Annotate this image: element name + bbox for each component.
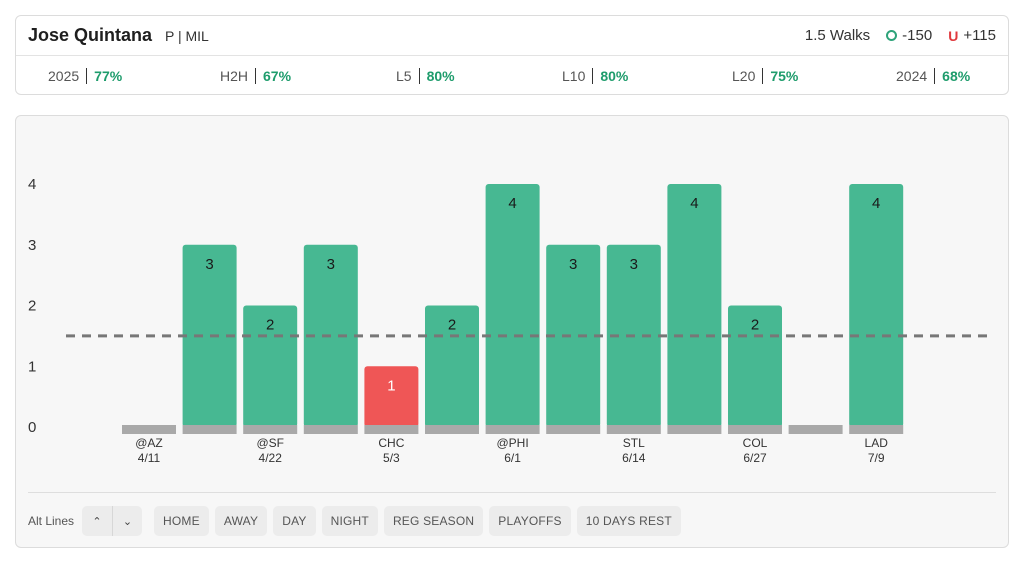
stat-value: 80% [600, 68, 629, 84]
prop-line-label: 1.5 Walks [804, 27, 871, 44]
odds-group: 1.5 Walks -150 U +115 [805, 27, 996, 44]
bar [364, 366, 419, 427]
stat-value: 75% [770, 68, 799, 84]
over-circle-icon [886, 30, 898, 41]
bar-baseline [182, 425, 237, 434]
alt-lines-stepper: ⌃ ⌄ [82, 506, 143, 536]
filter-rest-button[interactable]: 10 DAYS REST [576, 506, 681, 536]
x-tick-date: 6/14 [622, 451, 646, 465]
stat-label: L5 [396, 68, 420, 84]
y-tick-label: 2 [28, 298, 36, 315]
bar-baseline [788, 425, 843, 434]
x-tick-opponent: COL [743, 436, 768, 450]
x-tick-date: 7/9 [868, 451, 885, 465]
bar-value-label: 3 [327, 256, 335, 273]
chart-controls: Alt Lines ⌃ ⌄ HOME AWAY DAY NIGHT REG SE… [28, 505, 687, 537]
stat-l20[interactable]: L20 75% [732, 68, 798, 84]
y-tick-label: 1 [28, 358, 36, 375]
stat-label: 2024 [896, 68, 936, 84]
x-tick-date: 6/1 [504, 451, 521, 465]
bar-baseline [303, 425, 358, 434]
alt-lines-label: Alt Lines [28, 514, 75, 528]
chart-card: 0 1 2 3 4 3 2 3 1 2 4 3 3 4 2 4 @AZ 4/11 @SF 4/22 CHC 5/3 @PHI… [15, 115, 1009, 548]
bar-baseline [728, 425, 782, 434]
filter-away-button[interactable]: AWAY [214, 506, 268, 536]
bar-baseline [122, 425, 176, 434]
bar [546, 244, 601, 427]
stat-label: L20 [732, 68, 764, 84]
bar-baseline [485, 425, 540, 434]
bar [849, 184, 904, 427]
bar-baseline [425, 425, 479, 434]
bar-value-label: 3 [205, 256, 213, 273]
player-name[interactable]: Jose Quintana [28, 25, 153, 45]
stat-2024[interactable]: 2024 68% [896, 68, 970, 84]
bar [182, 244, 237, 427]
bar-value-label: 3 [630, 256, 638, 273]
player-header-card: Jose Quintana P | MIL 1.5 Walks -150 U +… [15, 15, 1009, 95]
y-tick-label: 3 [28, 237, 36, 254]
stat-value: 77% [94, 68, 123, 84]
x-tick-opponent: @AZ [135, 436, 163, 450]
filter-home-button[interactable]: HOME [154, 506, 209, 536]
bar-baseline [546, 425, 601, 434]
bar-value-label: 1 [387, 377, 395, 394]
bar-value-label: 4 [690, 195, 698, 212]
y-tick-label: 4 [28, 176, 36, 193]
stat-h2h[interactable]: H2H 67% [220, 68, 291, 84]
x-tick-opponent: @PHI [497, 436, 529, 450]
bar [667, 184, 722, 427]
stat-value: 80% [426, 68, 455, 84]
bar-baseline [606, 425, 661, 434]
bar-baseline [849, 425, 904, 434]
stat-l5[interactable]: L5 80% [396, 68, 455, 84]
chevron-up-icon[interactable]: ⌃ [92, 515, 102, 528]
bar-value-label: 3 [569, 256, 577, 273]
hit-rate-row: 2025 77% H2H 67% L5 80% L10 80% L20 75% … [16, 57, 1008, 95]
bar-baseline [667, 425, 722, 434]
stat-value: 68% [942, 68, 971, 84]
stat-l10[interactable]: L10 80% [562, 68, 628, 84]
under-odds[interactable]: +115 [963, 27, 996, 44]
bar-value-label: 4 [872, 195, 880, 212]
filter-night-button[interactable]: NIGHT [321, 506, 378, 536]
x-tick-opponent: STL [623, 436, 645, 450]
bar [243, 305, 298, 427]
x-tick-date: 4/22 [259, 451, 283, 465]
x-tick-date: 4/11 [138, 451, 161, 465]
player-meta: P | MIL [165, 28, 209, 44]
stat-label: 2025 [48, 68, 88, 84]
bar-value-label: 2 [448, 317, 456, 334]
bar-value-label: 2 [751, 317, 759, 334]
filter-reg-season-button[interactable]: REG SEASON [383, 506, 484, 536]
bar-value-label: 4 [508, 195, 516, 212]
x-tick-opponent: LAD [865, 436, 889, 450]
filter-day-button[interactable]: DAY [273, 506, 316, 536]
x-tick-opponent: @SF [256, 436, 284, 450]
chevron-down-icon[interactable]: ⌄ [112, 506, 142, 536]
stat-label: L10 [562, 68, 594, 84]
controls-divider [28, 492, 996, 493]
y-tick-label: 0 [28, 419, 36, 436]
player-header-top: Jose Quintana P | MIL 1.5 Walks -150 U +… [16, 16, 1008, 56]
x-tick-date: 6/27 [743, 451, 767, 465]
bar-baseline [364, 425, 419, 434]
bar [485, 184, 540, 427]
under-u-icon: U [948, 27, 959, 44]
bar-value-label: 2 [266, 317, 274, 334]
stat-label: H2H [220, 68, 257, 84]
x-tick-date: 5/3 [383, 451, 400, 465]
stat-2025[interactable]: 2025 77% [48, 68, 122, 84]
filter-playoffs-button[interactable]: PLAYOFFS [489, 506, 571, 536]
over-odds[interactable]: -150 [902, 27, 933, 44]
stat-value: 67% [263, 68, 292, 84]
x-tick-opponent: CHC [378, 436, 404, 450]
bar-baseline [243, 425, 298, 434]
